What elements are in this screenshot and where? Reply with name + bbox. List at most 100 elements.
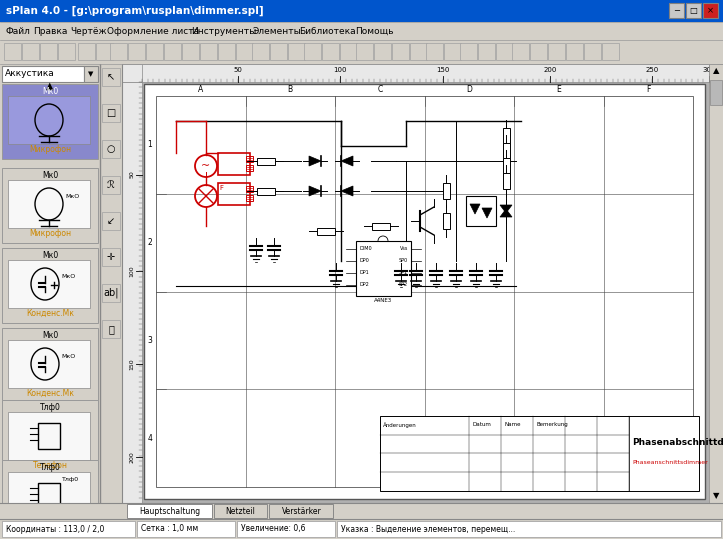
Bar [252, 43, 269, 60]
Bar [322, 43, 339, 60]
Text: Микрофон: Микрофон [29, 144, 71, 154]
Bar [8, 260, 90, 308]
Text: ▲: ▲ [46, 81, 54, 91]
Bar [503, 143, 510, 159]
Text: F: F [646, 86, 651, 94]
Polygon shape [500, 209, 512, 217]
Bar [137, 521, 235, 537]
Text: Конденс.Мк: Конденс.Мк [26, 389, 74, 397]
Text: ✛: ✛ [107, 252, 115, 262]
Bar [444, 43, 461, 60]
Bar [584, 43, 601, 60]
Text: Vss: Vss [400, 246, 408, 252]
Text: 50: 50 [129, 171, 134, 178]
Bar [136, 520, 196, 532]
Bar [356, 43, 373, 60]
Text: МкО: МкО [65, 194, 80, 198]
Text: ab|: ab| [103, 288, 119, 298]
Text: 4: 4 [147, 433, 153, 443]
Bar [8, 340, 90, 388]
Bar [164, 43, 181, 60]
Bar [443, 183, 450, 199]
Polygon shape [309, 186, 321, 196]
Text: Name: Name [504, 423, 521, 427]
Text: ▼: ▼ [46, 488, 54, 498]
Text: ↙: ↙ [107, 216, 115, 226]
Bar [0, 64, 100, 539]
Text: Указка : Выделение элементов, перемещ...: Указка : Выделение элементов, перемещ... [341, 524, 515, 534]
Bar [38, 483, 60, 509]
Bar [2, 400, 98, 475]
Bar [122, 64, 709, 82]
Bar [96, 43, 113, 60]
Bar [503, 128, 510, 144]
Bar [22, 43, 39, 60]
Bar [246, 156, 253, 162]
Text: Телефон: Телефон [33, 460, 67, 469]
Text: Конденс.Мк: Конденс.Мк [26, 308, 74, 317]
Text: SP1: SP1 [399, 271, 408, 275]
Text: 100: 100 [129, 266, 134, 277]
Text: SP0: SP0 [399, 259, 408, 264]
Text: Datum: Datum [472, 423, 491, 427]
Bar [110, 43, 127, 60]
Bar [0, 0, 723, 22]
Bar [237, 521, 335, 537]
Ellipse shape [31, 348, 59, 380]
Bar [270, 43, 287, 60]
Bar [102, 248, 120, 266]
Text: Тлф0: Тлф0 [62, 478, 79, 482]
Text: 200: 200 [544, 67, 557, 73]
Text: Мк0: Мк0 [42, 170, 58, 179]
Bar [2, 328, 98, 403]
Bar [270, 504, 333, 518]
Text: 🔍: 🔍 [108, 324, 114, 334]
Text: 300: 300 [702, 67, 716, 73]
Text: Phasenabschnittdimmer: Phasenabschnittdimmer [632, 438, 723, 447]
Text: Bemerkung: Bemerkung [536, 423, 568, 427]
Text: 150: 150 [436, 67, 449, 73]
Bar [2, 84, 98, 159]
Text: Увеличение: 0,6: Увеличение: 0,6 [241, 524, 306, 534]
Bar [40, 43, 57, 60]
Bar [337, 521, 721, 537]
Ellipse shape [35, 104, 63, 136]
Bar [2, 248, 98, 323]
Text: Помощь: Помощь [355, 26, 393, 36]
Text: 1: 1 [147, 140, 153, 149]
Text: Правка: Правка [33, 26, 67, 36]
Bar [102, 140, 120, 158]
Text: Мк0: Мк0 [42, 251, 58, 259]
Text: 250: 250 [646, 67, 659, 73]
Bar [602, 43, 619, 60]
Text: Координаты : 113,0 / 2,0: Координаты : 113,0 / 2,0 [6, 524, 104, 534]
Bar [8, 180, 90, 228]
Bar [530, 43, 547, 60]
Text: ◀: ◀ [127, 523, 132, 529]
Text: F: F [219, 185, 223, 191]
Bar [182, 43, 199, 60]
Bar [84, 66, 98, 82]
Bar [686, 3, 701, 18]
Bar [156, 96, 693, 487]
Bar [102, 212, 120, 230]
Text: Файл: Файл [6, 26, 31, 36]
Bar [8, 472, 90, 520]
Bar [380, 416, 699, 490]
Text: 3: 3 [147, 336, 153, 345]
Text: ~: ~ [202, 161, 210, 171]
Text: ▶: ▶ [699, 523, 705, 529]
Text: МкО: МкО [61, 354, 75, 358]
Text: 2: 2 [147, 238, 153, 247]
Text: Мк0: Мк0 [42, 86, 58, 95]
Bar [218, 153, 250, 175]
Bar [340, 43, 357, 60]
Polygon shape [341, 156, 353, 166]
Bar [214, 504, 268, 518]
Bar [2, 168, 98, 243]
Text: Phaseanschnittsdimmer: Phaseanschnittsdimmer [632, 460, 708, 465]
Text: sPlan 4.0 - [g:\program\rusplan\dimmer.spl]: sPlan 4.0 - [g:\program\rusplan\dimmer.s… [6, 6, 264, 16]
Bar [512, 43, 529, 60]
Bar [218, 183, 250, 205]
Bar [78, 43, 95, 60]
